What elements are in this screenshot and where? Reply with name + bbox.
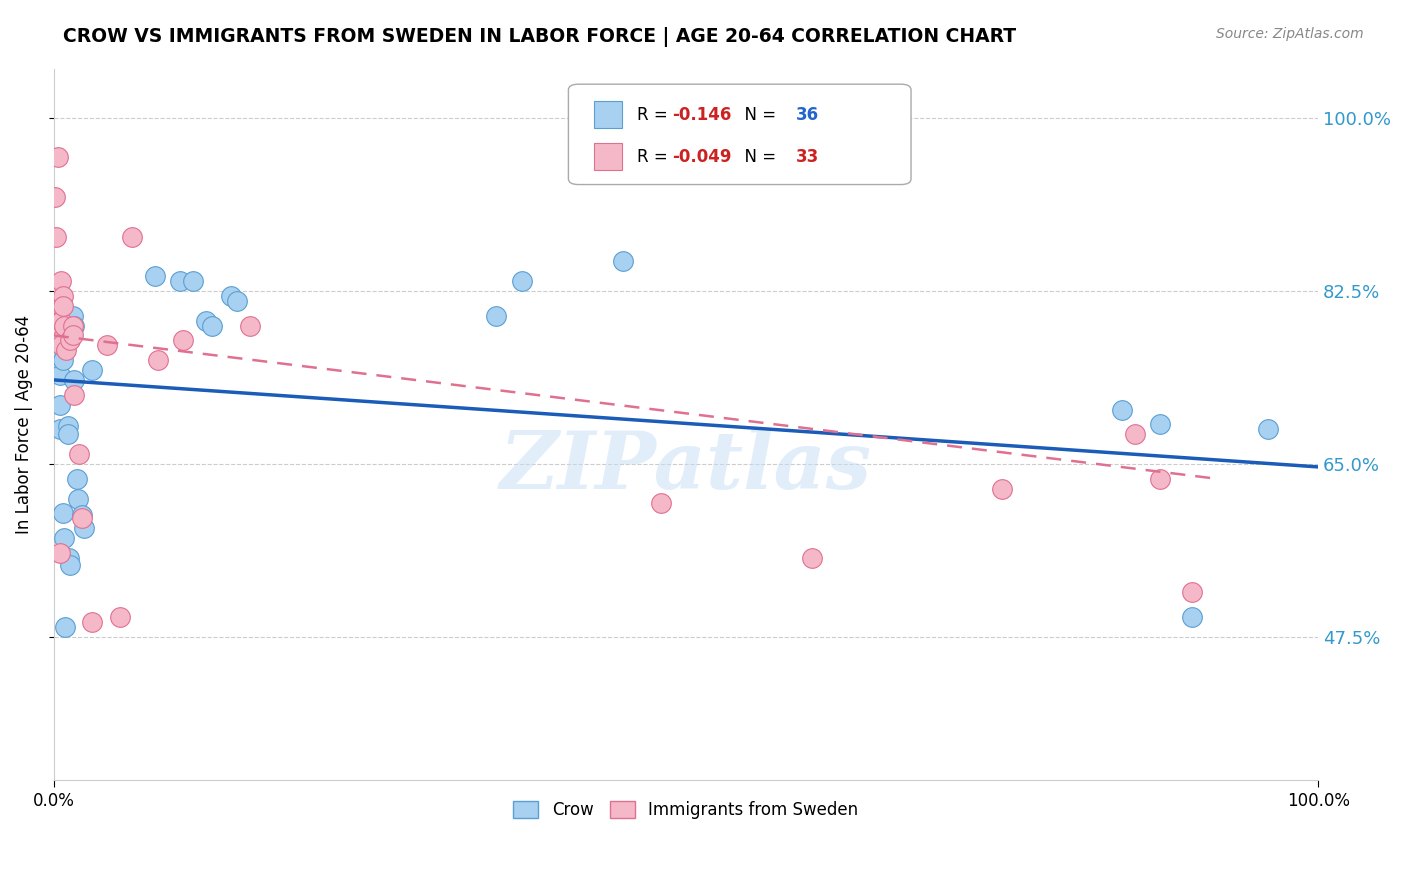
FancyBboxPatch shape [593, 143, 621, 170]
Point [55, 343, 77, 358]
Text: -0.049: -0.049 [672, 147, 731, 166]
Point [485, 309, 508, 323]
Point [51, 274, 73, 288]
Point [51, 299, 73, 313]
Point [45, 229, 67, 244]
Point [49, 422, 72, 436]
Point [80, 615, 103, 629]
Text: N =: N = [734, 147, 782, 166]
Point [49, 318, 72, 333]
Point [58, 550, 80, 565]
Point [62, 309, 84, 323]
Text: -0.146: -0.146 [672, 106, 731, 124]
Point [51, 338, 73, 352]
Point [44, 190, 66, 204]
Point [52, 531, 75, 545]
Point [59, 334, 82, 348]
Point [52, 289, 75, 303]
Point [1149, 417, 1171, 432]
Point [63, 388, 86, 402]
Point [52, 318, 75, 333]
Point [53, 620, 76, 634]
Point [1149, 472, 1171, 486]
Point [67, 447, 90, 461]
Point [201, 318, 224, 333]
Point [96, 338, 118, 352]
Point [226, 293, 249, 308]
Point [49, 398, 72, 412]
Point [62, 318, 84, 333]
Point [51, 309, 73, 323]
Text: ZIPatlas: ZIPatlas [501, 428, 872, 506]
Point [239, 318, 262, 333]
Point [63, 373, 86, 387]
Text: Source: ZipAtlas.com: Source: ZipAtlas.com [1216, 27, 1364, 41]
Point [52, 353, 75, 368]
Point [194, 313, 217, 327]
Y-axis label: In Labor Force | Age 20-64: In Labor Force | Age 20-64 [15, 315, 32, 534]
Point [56, 419, 79, 434]
Point [143, 269, 166, 284]
Point [46, 151, 69, 165]
Point [80, 363, 103, 377]
Point [62, 328, 84, 343]
Point [172, 334, 194, 348]
Point [650, 496, 672, 510]
Point [48, 353, 70, 368]
Point [51, 334, 73, 348]
FancyBboxPatch shape [593, 102, 621, 128]
Point [51, 313, 73, 327]
Point [66, 491, 89, 506]
Point [121, 229, 143, 244]
Text: CROW VS IMMIGRANTS FROM SWEDEN IN LABOR FORCE | AGE 20-64 CORRELATION CHART: CROW VS IMMIGRANTS FROM SWEDEN IN LABOR … [63, 27, 1017, 46]
Point [169, 274, 191, 288]
Point [1257, 422, 1279, 436]
Point [70, 508, 93, 523]
Point [73, 521, 96, 535]
Point [56, 427, 79, 442]
Point [1123, 427, 1146, 442]
Point [1111, 402, 1133, 417]
Point [49, 368, 72, 382]
Point [991, 482, 1014, 496]
Point [59, 558, 82, 572]
Point [801, 550, 824, 565]
Point [108, 610, 131, 624]
Point [70, 511, 93, 525]
Point [63, 318, 86, 333]
Point [51, 338, 73, 352]
Point [219, 289, 242, 303]
Point [612, 254, 634, 268]
Text: 33: 33 [796, 147, 820, 166]
Point [49, 546, 72, 560]
FancyBboxPatch shape [568, 84, 911, 185]
Point [52, 299, 75, 313]
Point [1181, 585, 1204, 599]
Point [181, 274, 204, 288]
Point [52, 507, 75, 521]
Text: R =: R = [637, 106, 672, 124]
Point [510, 274, 533, 288]
Point [65, 472, 87, 486]
Point [146, 353, 169, 368]
Point [1181, 610, 1204, 624]
Text: N =: N = [734, 106, 782, 124]
Text: R =: R = [637, 147, 672, 166]
Legend: Crow, Immigrants from Sweden: Crow, Immigrants from Sweden [506, 794, 865, 825]
Text: 36: 36 [796, 106, 820, 124]
